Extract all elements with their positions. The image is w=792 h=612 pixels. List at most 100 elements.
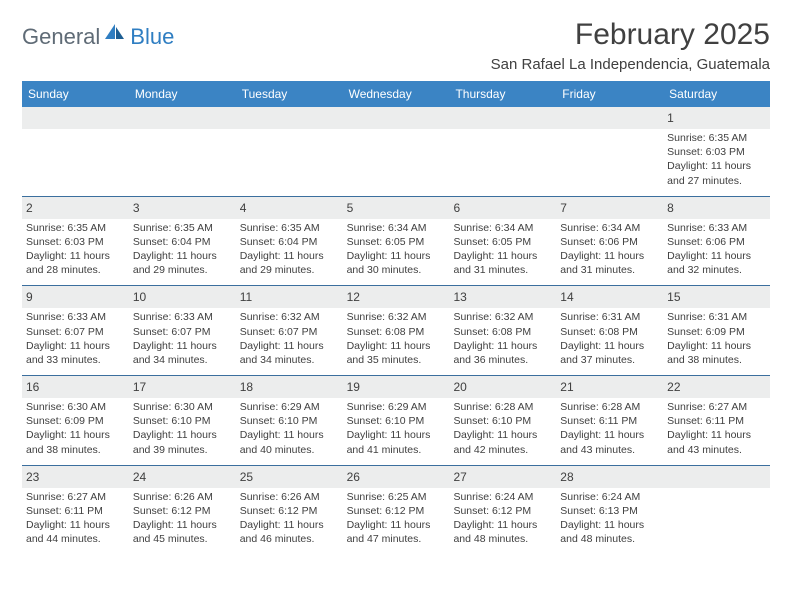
day-info: Sunrise: 6:32 AMSunset: 6:07 PMDaylight:… xyxy=(240,310,337,367)
empty-day-stripe xyxy=(236,107,343,129)
day-number: 9 xyxy=(26,290,33,304)
day-info: Sunrise: 6:29 AMSunset: 6:10 PMDaylight:… xyxy=(347,400,444,457)
weekday-label: Wednesday xyxy=(343,81,450,107)
day-number: 20 xyxy=(453,380,466,394)
info-line: Daylight: 11 hours xyxy=(560,428,657,442)
day-info: Sunrise: 6:29 AMSunset: 6:10 PMDaylight:… xyxy=(240,400,337,457)
calendar-cell: 15Sunrise: 6:31 AMSunset: 6:09 PMDayligh… xyxy=(663,286,770,375)
info-line: and 38 minutes. xyxy=(26,443,123,457)
info-line: Daylight: 11 hours xyxy=(453,428,550,442)
day-info: Sunrise: 6:34 AMSunset: 6:05 PMDaylight:… xyxy=(453,221,550,278)
day-number-row: 17 xyxy=(129,376,236,398)
calendar-cell xyxy=(663,466,770,555)
day-info: Sunrise: 6:27 AMSunset: 6:11 PMDaylight:… xyxy=(26,490,123,547)
info-line: Sunset: 6:08 PM xyxy=(347,325,444,339)
calendar-cell: 16Sunrise: 6:30 AMSunset: 6:09 PMDayligh… xyxy=(22,376,129,465)
info-line: Daylight: 11 hours xyxy=(453,339,550,353)
weekday-label: Friday xyxy=(556,81,663,107)
info-line: and 38 minutes. xyxy=(667,353,764,367)
calendar-cell: 6 Sunrise: 6:34 AMSunset: 6:05 PMDaylight… xyxy=(449,197,556,286)
day-number-row: 28 xyxy=(556,466,663,488)
info-line: Sunrise: 6:27 AM xyxy=(667,400,764,414)
info-line: Sunrise: 6:35 AM xyxy=(240,221,337,235)
day-number: 5 xyxy=(347,201,354,215)
day-number-row: 7 xyxy=(556,197,663,219)
info-line: Sunrise: 6:33 AM xyxy=(133,310,230,324)
info-line: Sunset: 6:11 PM xyxy=(667,414,764,428)
calendar-cell: 28Sunrise: 6:24 AMSunset: 6:13 PMDayligh… xyxy=(556,466,663,555)
info-line: Sunset: 6:11 PM xyxy=(560,414,657,428)
day-number-row: 20 xyxy=(449,376,556,398)
calendar-week: 23Sunrise: 6:27 AMSunset: 6:11 PMDayligh… xyxy=(22,465,770,555)
info-line: Sunset: 6:08 PM xyxy=(453,325,550,339)
info-line: Sunset: 6:04 PM xyxy=(240,235,337,249)
day-number-row: 15 xyxy=(663,286,770,308)
info-line: Sunset: 6:07 PM xyxy=(133,325,230,339)
info-line: and 37 minutes. xyxy=(560,353,657,367)
info-line: Sunrise: 6:30 AM xyxy=(26,400,123,414)
info-line: Sunrise: 6:28 AM xyxy=(560,400,657,414)
calendar-cell: 22Sunrise: 6:27 AMSunset: 6:11 PMDayligh… xyxy=(663,376,770,465)
info-line: Sunrise: 6:34 AM xyxy=(560,221,657,235)
info-line: Daylight: 11 hours xyxy=(560,249,657,263)
info-line: Daylight: 11 hours xyxy=(240,249,337,263)
calendar-week: 9Sunrise: 6:33 AMSunset: 6:07 PMDaylight… xyxy=(22,285,770,375)
info-line: and 44 minutes. xyxy=(26,532,123,546)
info-line: and 31 minutes. xyxy=(560,263,657,277)
info-line: Sunrise: 6:26 AM xyxy=(240,490,337,504)
info-line: Sunrise: 6:32 AM xyxy=(240,310,337,324)
day-info: Sunrise: 6:35 AMSunset: 6:03 PMDaylight:… xyxy=(667,131,764,188)
info-line: Sunset: 6:10 PM xyxy=(133,414,230,428)
day-info: Sunrise: 6:33 AMSunset: 6:06 PMDaylight:… xyxy=(667,221,764,278)
info-line: and 45 minutes. xyxy=(133,532,230,546)
info-line: and 34 minutes. xyxy=(240,353,337,367)
info-line: Sunset: 6:12 PM xyxy=(240,504,337,518)
info-line: Daylight: 11 hours xyxy=(240,518,337,532)
calendar: Sunday Monday Tuesday Wednesday Thursday… xyxy=(22,81,770,554)
day-number: 27 xyxy=(453,470,466,484)
calendar-cell xyxy=(22,107,129,196)
title-block: February 2025 San Rafael La Independenci… xyxy=(491,18,770,73)
info-line: Sunset: 6:09 PM xyxy=(26,414,123,428)
calendar-cell: 26Sunrise: 6:25 AMSunset: 6:12 PMDayligh… xyxy=(343,466,450,555)
day-info: Sunrise: 6:28 AMSunset: 6:10 PMDaylight:… xyxy=(453,400,550,457)
info-line: Daylight: 11 hours xyxy=(560,518,657,532)
month-title: February 2025 xyxy=(491,18,770,52)
day-number-row: 21 xyxy=(556,376,663,398)
day-number: 18 xyxy=(240,380,253,394)
calendar-cell: 5 Sunrise: 6:34 AMSunset: 6:05 PMDaylight… xyxy=(343,197,450,286)
info-line: Sunrise: 6:24 AM xyxy=(560,490,657,504)
info-line: Sunset: 6:07 PM xyxy=(26,325,123,339)
day-info: Sunrise: 6:34 AMSunset: 6:05 PMDaylight:… xyxy=(347,221,444,278)
day-number-row: 19 xyxy=(343,376,450,398)
day-info: Sunrise: 6:35 AMSunset: 6:04 PMDaylight:… xyxy=(240,221,337,278)
info-line: Daylight: 11 hours xyxy=(667,249,764,263)
weekday-label: Tuesday xyxy=(236,81,343,107)
day-info: Sunrise: 6:31 AMSunset: 6:08 PMDaylight:… xyxy=(560,310,657,367)
day-number-row: 23 xyxy=(22,466,129,488)
info-line: Daylight: 11 hours xyxy=(347,249,444,263)
info-line: and 40 minutes. xyxy=(240,443,337,457)
day-number: 28 xyxy=(560,470,573,484)
day-number-row: 24 xyxy=(129,466,236,488)
info-line: Daylight: 11 hours xyxy=(240,428,337,442)
empty-day-stripe xyxy=(343,107,450,129)
day-info: Sunrise: 6:24 AMSunset: 6:12 PMDaylight:… xyxy=(453,490,550,547)
day-number: 21 xyxy=(560,380,573,394)
info-line: Sunset: 6:06 PM xyxy=(667,235,764,249)
info-line: Sunrise: 6:35 AM xyxy=(26,221,123,235)
day-info: Sunrise: 6:33 AMSunset: 6:07 PMDaylight:… xyxy=(133,310,230,367)
info-line: and 29 minutes. xyxy=(133,263,230,277)
calendar-cell: 7Sunrise: 6:34 AMSunset: 6:06 PMDaylight… xyxy=(556,197,663,286)
info-line: Daylight: 11 hours xyxy=(347,518,444,532)
info-line: Sunrise: 6:26 AM xyxy=(133,490,230,504)
day-number: 3 xyxy=(133,201,140,215)
day-number: 26 xyxy=(347,470,360,484)
info-line: Sunrise: 6:32 AM xyxy=(453,310,550,324)
day-number: 6 xyxy=(453,201,460,215)
info-line: and 31 minutes. xyxy=(453,263,550,277)
info-line: Sunrise: 6:34 AM xyxy=(347,221,444,235)
day-info: Sunrise: 6:32 AMSunset: 6:08 PMDaylight:… xyxy=(453,310,550,367)
info-line: Daylight: 11 hours xyxy=(26,428,123,442)
empty-day-stripe xyxy=(22,107,129,129)
